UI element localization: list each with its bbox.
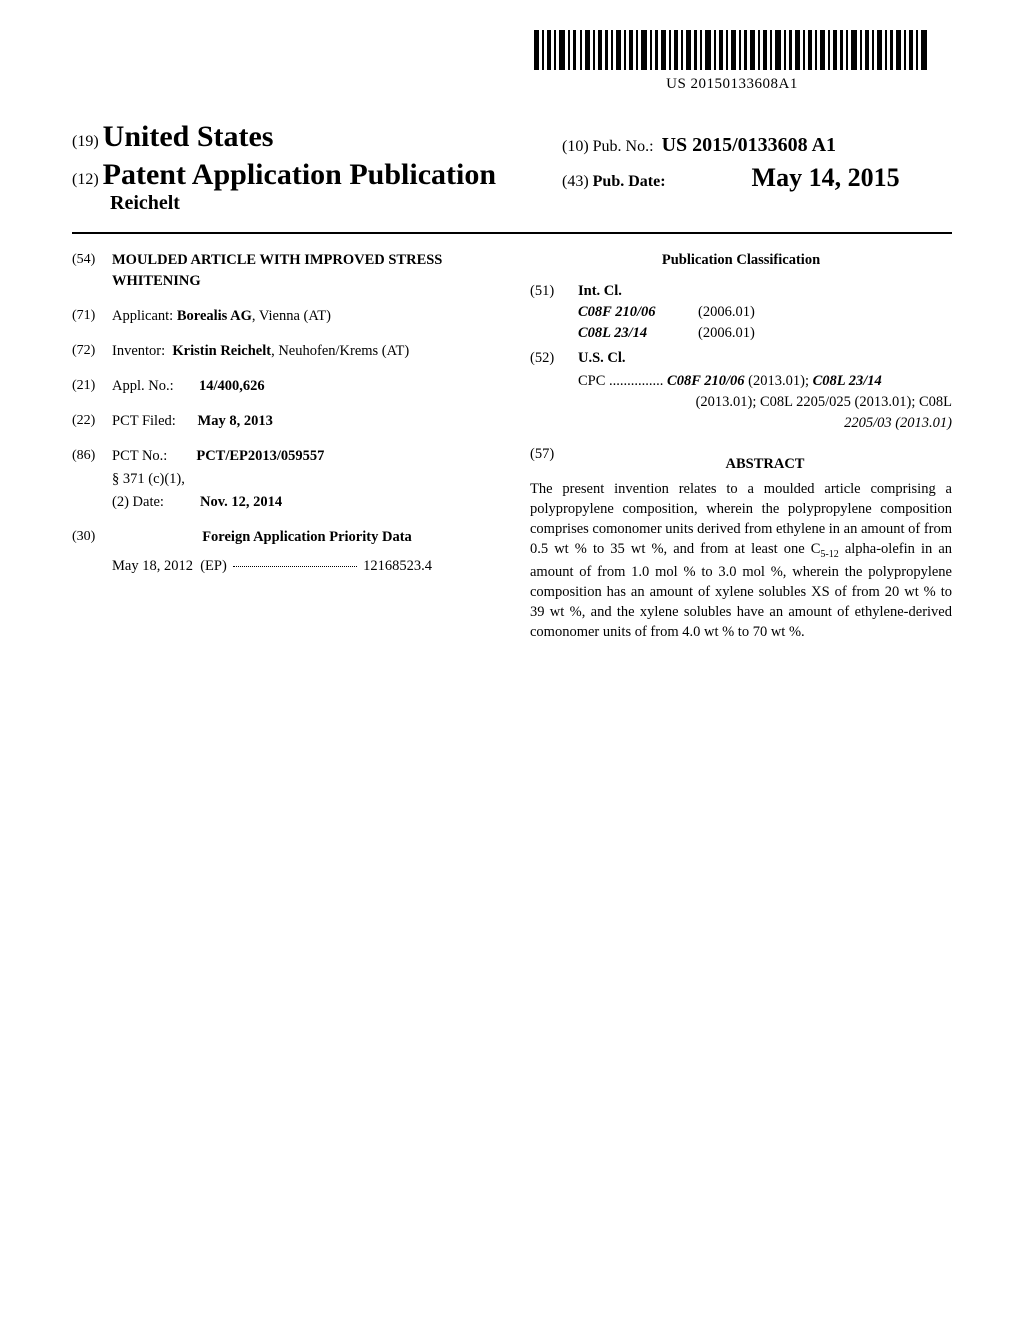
foreign-priority-heading: Foreign Application Priority Data (112, 527, 502, 548)
right-column: Publication Classification (51) Int. Cl.… (530, 250, 952, 642)
body-area: (54) MOULDED ARTICLE WITH IMPROVED STRES… (72, 250, 952, 642)
pctno-value: PCT/EP2013/059557 (196, 448, 324, 464)
author-line: Reichelt (72, 192, 952, 215)
inid-72: (72) (72, 341, 112, 362)
s371-date-row: (2) Date: Nov. 12, 2014 (72, 492, 502, 513)
inid-pubno: (10) (562, 138, 589, 155)
priority-date: May 18, 2012 (112, 556, 193, 577)
inventor-body: Inventor: Kristin Reichelt, Neuhofen/Kre… (112, 341, 502, 362)
applno-body: Appl. No.: 14/400,626 (112, 376, 502, 397)
intcl-body: Int. Cl. C08F 210/06 (2006.01) C08L 23/1… (578, 281, 952, 344)
pctfiled-body: PCT Filed: May 8, 2013 (112, 411, 502, 432)
pub-block: (10) Pub. No.: US 2015/0133608 A1 (43) P… (562, 134, 952, 193)
priority-country: (EP) (200, 556, 227, 577)
inid-71: (71) (72, 306, 112, 327)
applicant-label: Applicant: (112, 308, 173, 324)
intcl-row: (51) Int. Cl. C08F 210/06 (2006.01) C08L… (530, 281, 952, 344)
s371-date: Nov. 12, 2014 (200, 492, 502, 513)
intcl-row-1: C08L 23/14 (2006.01) (578, 323, 952, 344)
applicant-loc: , Vienna (AT) (252, 308, 331, 324)
uscl-label: U.S. Cl. (578, 348, 952, 369)
priority-line: May 18, 2012 (EP) 12168523.4 (72, 556, 432, 577)
barcode-text: US 20150133608A1 (532, 76, 932, 93)
classification-heading: Publication Classification (530, 250, 952, 271)
inventor-name: Kristin Reichelt (172, 343, 271, 359)
inid-51: (51) (530, 281, 578, 344)
s371-date-label: (2) Date: (112, 492, 200, 513)
intcl-label: Int. Cl. (578, 281, 952, 302)
applicant-entry: (71) Applicant: Borealis AG, Vienna (AT) (72, 306, 502, 327)
doc-type: Patent Application Publication (103, 158, 496, 191)
s371-label-row: § 371 (c)(1), (72, 469, 502, 490)
inventor-label: Inventor: (112, 343, 165, 359)
barcode-block: US 20150133608A1 (532, 28, 932, 93)
uscl-row: (52) U.S. Cl. CPC ............... C08F 2… (530, 348, 952, 434)
intcl-code-0: C08F 210/06 (578, 302, 698, 323)
applicant-body: Applicant: Borealis AG, Vienna (AT) (112, 306, 502, 327)
priority-number: 12168523.4 (363, 556, 432, 577)
intcl-row-0: C08F 210/06 (2006.01) (578, 302, 952, 323)
pctfiled-entry: (22) PCT Filed: May 8, 2013 (72, 411, 502, 432)
pub-date: May 14, 2015 (752, 163, 900, 192)
pubdate-label: Pub. Date: (593, 173, 666, 190)
applno-entry: (21) Appl. No.: 14/400,626 (72, 376, 502, 397)
applno-label: Appl. No.: (112, 378, 174, 394)
cpc-code-1c: C08L 23/14 (813, 373, 882, 389)
inid-86: (86) (72, 446, 112, 467)
pctno-entry: (86) PCT No.: PCT/EP2013/059557 (72, 446, 502, 467)
pub-date-line: (43) Pub. Date: May 14, 2015 (562, 163, 952, 193)
uscl-body: U.S. Cl. CPC ............... C08F 210/06… (578, 348, 952, 434)
pub-no-line: (10) Pub. No.: US 2015/0133608 A1 (562, 134, 952, 157)
pubno-label: Pub. No.: (593, 138, 654, 155)
abstract-row: (57) ABSTRACT (530, 444, 952, 479)
cpc-code-1b: (2013.01); (745, 373, 813, 389)
cpc-line-3: 2205/03 (2013.01) (578, 413, 952, 434)
inventor-entry: (72) Inventor: Kristin Reichelt, Neuhofe… (72, 341, 502, 362)
inid-52: (52) (530, 348, 578, 434)
title-entry: (54) MOULDED ARTICLE WITH IMPROVED STRES… (72, 250, 502, 292)
inid-22: (22) (72, 411, 112, 432)
dotted-leader (233, 556, 357, 567)
intcl-ver-1: (2006.01) (698, 323, 755, 344)
pctno-body: PCT No.: PCT/EP2013/059557 (112, 446, 502, 467)
cpc-line-2: (2013.01); C08L 2205/025 (2013.01); C08L (578, 392, 952, 413)
intcl-code-1: C08L 23/14 (578, 323, 698, 344)
inid-pubdate: (43) (562, 173, 589, 190)
foreign-priority-entry: (30) Foreign Application Priority Data (72, 527, 502, 548)
abstract-text: The present invention relates to a mould… (530, 479, 952, 642)
inid-54: (54) (72, 250, 112, 292)
s371-label: § 371 (c)(1), (112, 469, 200, 490)
cpc-block: CPC ............... C08F 210/06 (2013.01… (578, 371, 952, 434)
barcode-icon (532, 28, 932, 72)
inid-doctype: (12) (72, 171, 99, 188)
cpc-label: CPC (578, 373, 605, 389)
pctfiled-label: PCT Filed: (112, 413, 176, 429)
abstract-heading: ABSTRACT (578, 454, 952, 475)
divider (72, 232, 952, 234)
pctno-label: PCT No.: (112, 448, 167, 464)
inventor-loc: , Neuhofen/Krems (AT) (271, 343, 409, 359)
inid-country: (19) (72, 133, 99, 150)
inid-57: (57) (530, 444, 578, 479)
applicant-name: Borealis AG (177, 308, 252, 324)
inid-30: (30) (72, 527, 112, 548)
left-column: (54) MOULDED ARTICLE WITH IMPROVED STRES… (72, 250, 502, 642)
pub-no: US 2015/0133608 A1 (662, 134, 836, 156)
abstract-sub: 5-12 (820, 549, 838, 560)
pctfiled-value: May 8, 2013 (198, 413, 273, 429)
cpc-code-1a: C08F 210/06 (667, 373, 744, 389)
applno-value: 14/400,626 (199, 378, 265, 394)
intcl-ver-0: (2006.01) (698, 302, 755, 323)
invention-title: MOULDED ARTICLE WITH IMPROVED STRESS WHI… (112, 250, 502, 292)
cpc-line-1: CPC ............... C08F 210/06 (2013.01… (578, 371, 952, 392)
inid-21: (21) (72, 376, 112, 397)
country-name: United States (103, 120, 274, 153)
